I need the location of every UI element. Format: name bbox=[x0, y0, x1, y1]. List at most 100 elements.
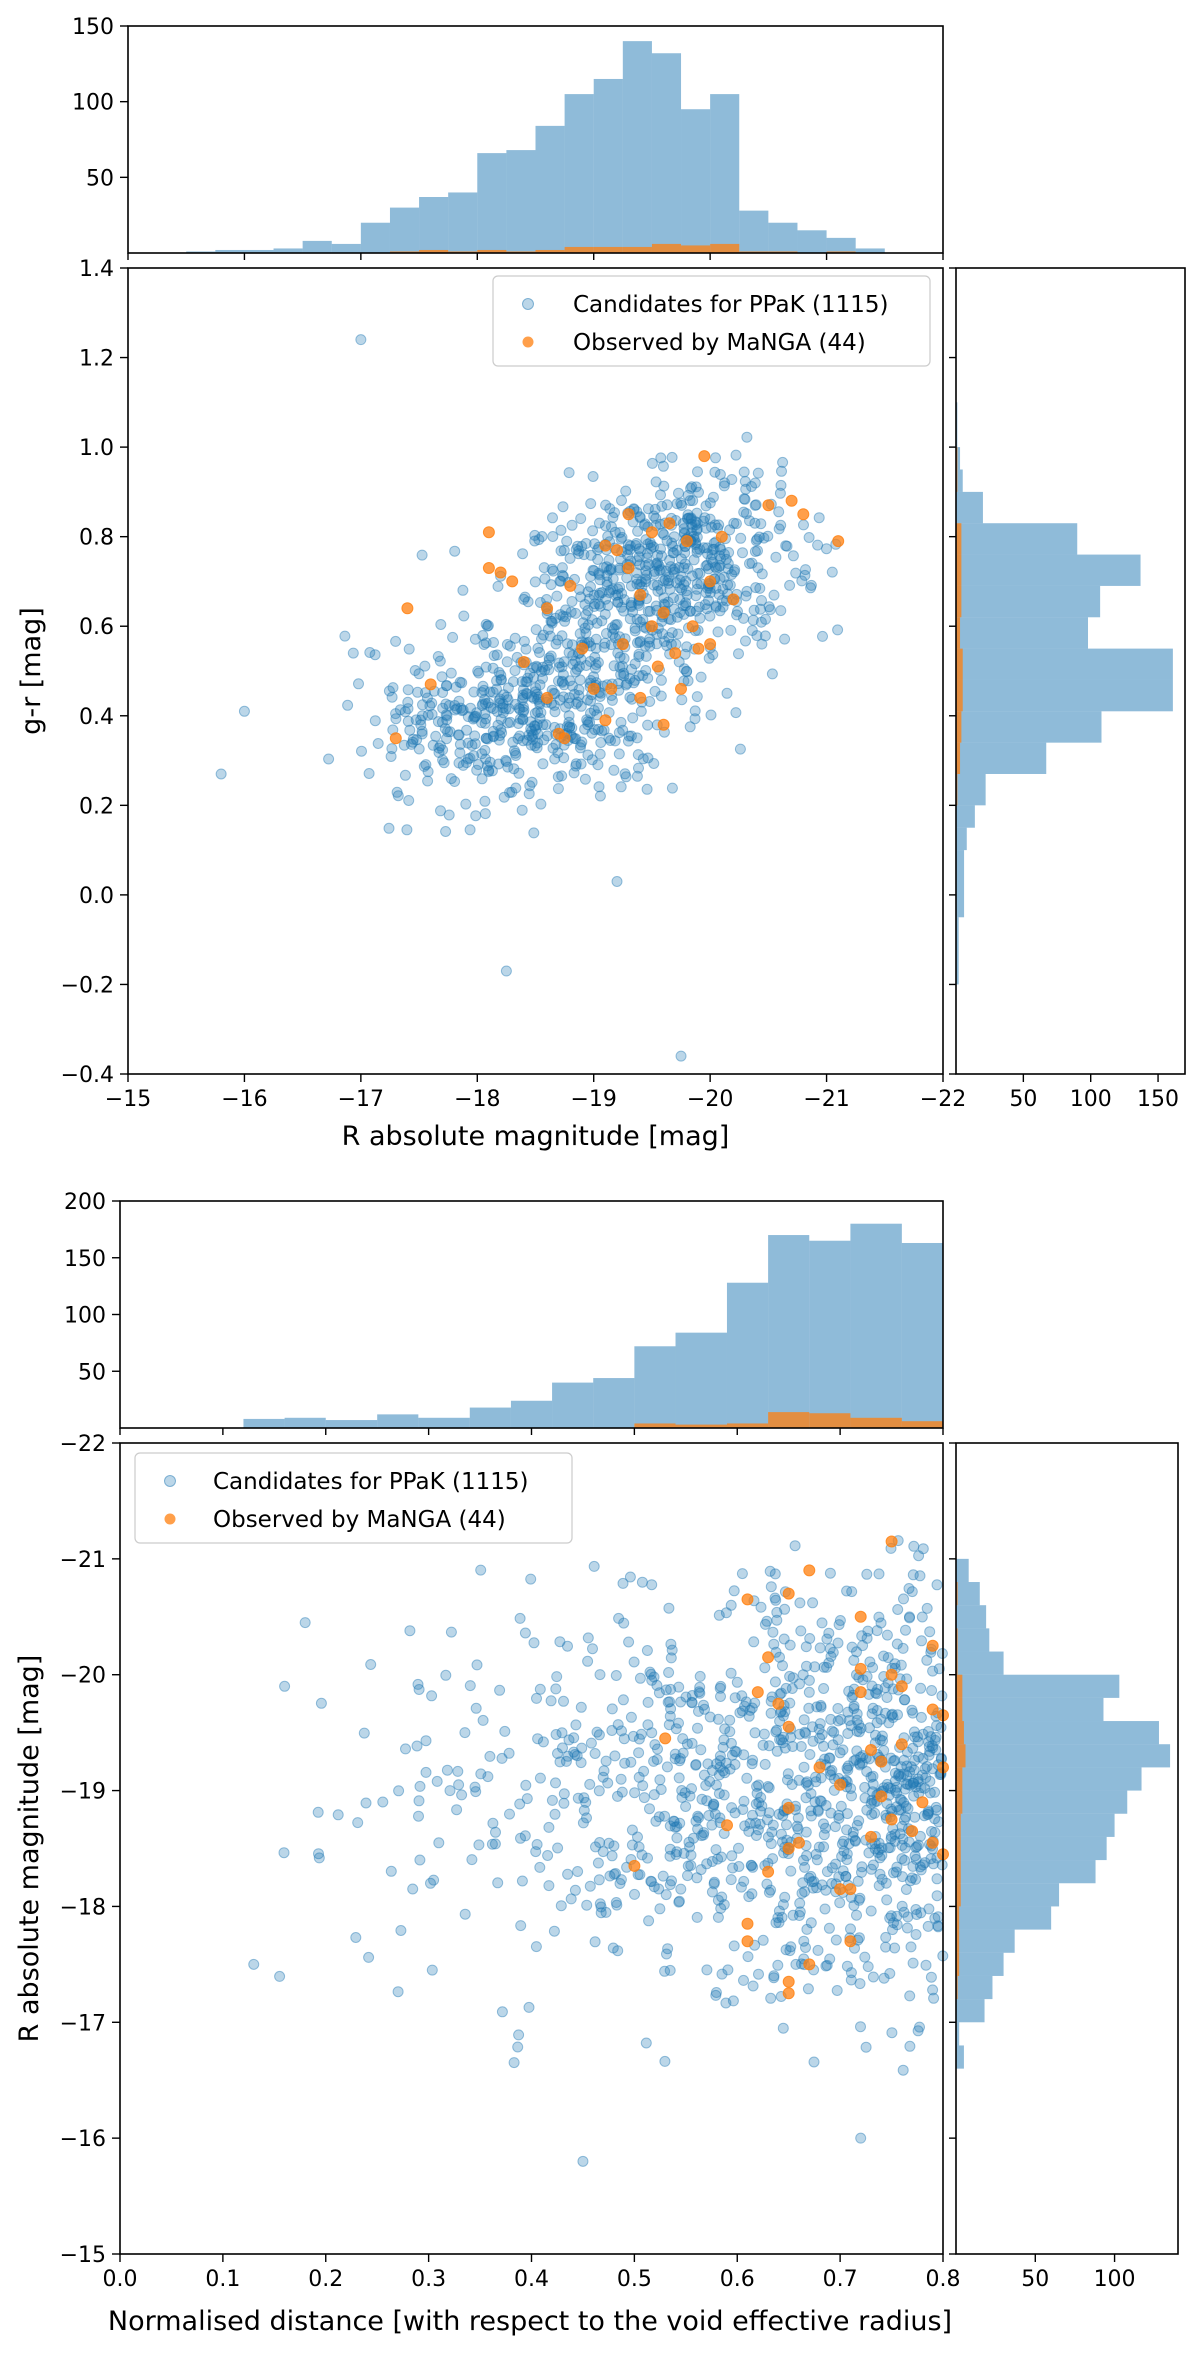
candidate-point bbox=[507, 736, 519, 748]
manga-point bbox=[564, 579, 577, 592]
candidate-point bbox=[441, 710, 453, 722]
candidate-point bbox=[604, 503, 616, 515]
candidate-point bbox=[659, 1965, 671, 1977]
candidate-point bbox=[704, 587, 716, 599]
candidate-point bbox=[594, 1669, 606, 1681]
candidate-point bbox=[575, 513, 587, 525]
candidate-point bbox=[700, 522, 712, 534]
candidate-point bbox=[570, 607, 582, 619]
manga-point bbox=[854, 1662, 867, 1675]
candidate-point bbox=[468, 686, 480, 698]
candidate-point bbox=[435, 805, 446, 817]
candidate-point bbox=[849, 1834, 861, 1846]
candidate-point bbox=[612, 1945, 624, 1957]
hist-bar-manga bbox=[956, 742, 961, 774]
candidate-point bbox=[843, 1838, 855, 1850]
manga-point bbox=[576, 642, 589, 655]
candidate-point bbox=[464, 824, 476, 836]
candidate-point bbox=[831, 1985, 843, 1996]
candidate-point bbox=[480, 753, 492, 765]
candidate-point bbox=[910, 1929, 922, 1940]
candidate-point bbox=[609, 632, 621, 644]
candidate-point bbox=[560, 611, 572, 623]
candidate-point bbox=[880, 1941, 892, 1953]
candidate-point bbox=[729, 1745, 741, 1757]
candidate-point bbox=[642, 752, 654, 764]
candidate-point bbox=[679, 1787, 691, 1799]
candidate-point bbox=[518, 593, 530, 605]
candidate-point bbox=[740, 508, 752, 520]
candidate-point bbox=[784, 579, 796, 591]
candidate-point bbox=[573, 684, 585, 696]
top-hist-frame-1 bbox=[127, 25, 944, 254]
candidate-point bbox=[828, 1726, 840, 1738]
manga-point bbox=[599, 714, 612, 727]
candidate-point bbox=[637, 614, 649, 625]
candidate-point bbox=[527, 728, 539, 740]
candidate-point bbox=[715, 1851, 727, 1863]
candidate-point bbox=[526, 725, 538, 737]
candidate-point bbox=[605, 735, 616, 746]
candidate-point bbox=[707, 1800, 719, 1812]
candidate-point bbox=[426, 697, 438, 709]
candidate-point bbox=[422, 709, 434, 721]
candidate-point bbox=[639, 640, 651, 652]
candidate-point bbox=[573, 548, 584, 560]
candidate-point bbox=[458, 610, 470, 622]
candidate-point bbox=[876, 1842, 888, 1854]
candidate-point bbox=[808, 2056, 820, 2068]
candidate-point bbox=[773, 1917, 785, 1928]
candidate-point bbox=[520, 643, 532, 655]
candidate-point bbox=[600, 520, 611, 532]
manga-point bbox=[622, 508, 635, 521]
hist-bar-manga bbox=[593, 246, 623, 253]
manga-point bbox=[628, 1859, 641, 1872]
candidate-point bbox=[519, 591, 531, 603]
candidate-point bbox=[707, 543, 719, 555]
candidate-point bbox=[680, 597, 692, 609]
candidate-point bbox=[554, 609, 566, 621]
candidate-point bbox=[668, 531, 680, 543]
candidate-point bbox=[669, 563, 681, 575]
candidate-point bbox=[562, 1640, 573, 1652]
candidate-point bbox=[694, 612, 706, 624]
candidate-point bbox=[704, 1711, 716, 1723]
candidate-point bbox=[393, 1785, 405, 1797]
candidate-point bbox=[611, 619, 623, 630]
candidate-point bbox=[631, 732, 643, 744]
candidate-point bbox=[714, 550, 726, 562]
candidate-point bbox=[706, 1819, 718, 1831]
candidate-point bbox=[496, 2006, 508, 2018]
y-tick-label: 0.6 bbox=[79, 615, 114, 640]
candidate-point bbox=[440, 1669, 452, 1681]
candidate-point bbox=[664, 1696, 676, 1708]
candidate-point bbox=[704, 1775, 716, 1787]
y-tick-label: 0.8 bbox=[79, 526, 114, 551]
candidate-point bbox=[780, 540, 792, 552]
candidate-point bbox=[584, 716, 596, 728]
candidate-point bbox=[819, 1903, 831, 1915]
candidate-point bbox=[690, 1815, 702, 1827]
candidate-point bbox=[906, 1586, 918, 1598]
candidate-point bbox=[716, 594, 728, 606]
candidate-point bbox=[774, 487, 786, 499]
candidate-point bbox=[686, 1783, 697, 1795]
candidate-point bbox=[579, 622, 591, 634]
candidate-point bbox=[675, 497, 687, 509]
candidate-point bbox=[694, 1681, 706, 1693]
candidate-point bbox=[512, 718, 524, 729]
candidate-point bbox=[779, 1603, 791, 1615]
candidate-point bbox=[580, 609, 592, 621]
candidate-point bbox=[642, 672, 654, 684]
candidate-point bbox=[775, 479, 787, 491]
candidate-point bbox=[857, 1640, 869, 1652]
candidate-point bbox=[487, 1817, 499, 1829]
candidate-point bbox=[640, 560, 651, 572]
candidate-point bbox=[439, 723, 451, 735]
candidate-point bbox=[570, 758, 582, 770]
candidate-point bbox=[565, 606, 577, 618]
candidate-point bbox=[794, 1597, 806, 1609]
candidate-point bbox=[692, 568, 704, 579]
candidate-point bbox=[668, 547, 680, 559]
candidate-point bbox=[554, 575, 566, 587]
